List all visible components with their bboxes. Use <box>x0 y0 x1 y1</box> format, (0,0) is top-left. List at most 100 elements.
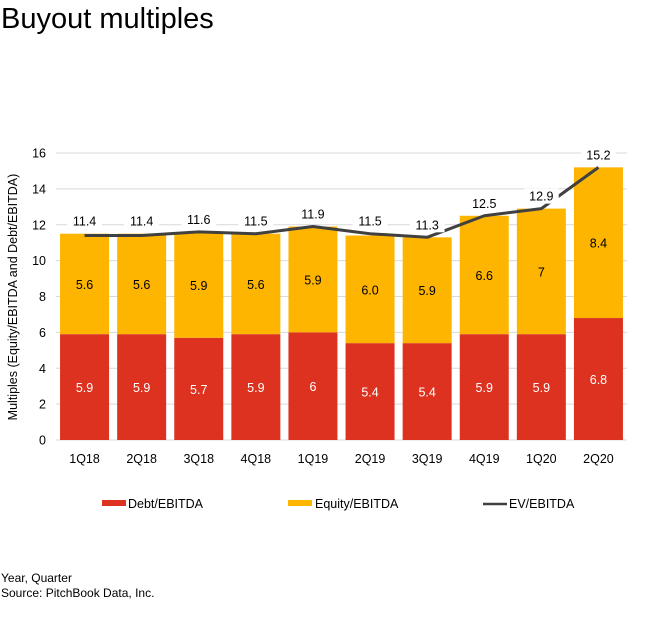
y-tick-label: 12 <box>32 218 46 232</box>
bar-debt-3Q19 <box>402 343 452 440</box>
data-label-ev: 11.5 <box>244 215 267 229</box>
x-tick-label: 4Q19 <box>469 452 500 466</box>
bar-equity-3Q19 <box>402 237 452 344</box>
data-label-ev-bg <box>581 147 616 163</box>
y-tick-label: 16 <box>32 147 46 161</box>
legend: Debt/EBITDA Equity/EBITDA EV/EBITDA <box>102 497 575 511</box>
data-label-ev-bg <box>523 188 559 204</box>
data-label-ev: 11.4 <box>130 215 153 229</box>
y-tick-label: 14 <box>32 182 46 196</box>
data-label-equity: 5.6 <box>76 278 93 292</box>
data-label-ev-bg <box>295 206 331 222</box>
bar-debt-1Q20 <box>516 334 566 440</box>
chart-footer: Year, Quarter Source: PitchBook Data, In… <box>1 571 154 601</box>
x-tick-label: 2Q20 <box>583 452 614 466</box>
data-label-debt: 6 <box>309 380 316 394</box>
x-tick-label: 4Q18 <box>241 452 272 466</box>
data-label-ev: 11.9 <box>301 208 324 222</box>
x-tick-label: 3Q19 <box>412 452 443 466</box>
legend-label-debt: Debt/EBITDA <box>128 497 204 511</box>
y-axis-label: Multiples (Equity/EBITDA and Debt/EBITDA… <box>6 174 20 421</box>
bar-equity-1Q19 <box>288 226 338 333</box>
bar-debt-2Q19 <box>345 343 395 440</box>
data-label-ev: 15.2 <box>586 148 610 162</box>
data-label-ev-bg <box>181 211 217 227</box>
legend-swatch-debt <box>102 500 126 506</box>
x-tick-label: 1Q20 <box>526 452 557 466</box>
data-label-equity: 6.0 <box>361 283 378 297</box>
x-tick-label: 2Q19 <box>355 452 386 466</box>
data-label-debt: 5.9 <box>533 381 550 395</box>
data-label-debt: 5.7 <box>190 383 207 397</box>
data-label-ev: 11.3 <box>415 218 438 232</box>
data-label-debt: 5.4 <box>361 386 378 400</box>
footer-note: Year, Quarter <box>1 571 72 585</box>
data-label-ev-bg <box>466 195 502 211</box>
x-tick-label: 2Q18 <box>126 452 157 466</box>
data-label-ev-bg <box>352 213 388 229</box>
data-label-ev: 12.9 <box>529 190 553 204</box>
bar-equity-4Q18 <box>231 233 281 335</box>
bar-equity-1Q18 <box>60 233 110 335</box>
data-label-equity: 7 <box>538 265 545 279</box>
data-label-debt: 5.9 <box>476 381 493 395</box>
data-label-debt: 5.9 <box>247 381 264 395</box>
x-tick-label: 3Q18 <box>183 452 214 466</box>
ev-ebitda-line <box>84 166 600 239</box>
data-label-ev-bg <box>67 213 102 229</box>
bar-debt-2Q18 <box>117 334 167 440</box>
data-labels: 5.9 5.6 5.9 5.6 5.7 5.9 5.9 5.6 6 5.9 5.4 6.0 5.4 5.9… <box>67 147 616 400</box>
data-label-debt: 5.9 <box>76 381 93 395</box>
data-label-ev-bg <box>124 213 160 229</box>
bar-equity-1Q20 <box>516 208 566 335</box>
data-label-equity: 5.6 <box>133 278 150 292</box>
legend-item-ev[interactable]: EV/EBITDA <box>483 497 575 511</box>
data-label-debt: 5.4 <box>418 386 435 400</box>
bar-debt-4Q19 <box>459 334 509 440</box>
data-label-ev: 11.4 <box>73 215 96 229</box>
bar-equity-2Q19 <box>345 235 395 344</box>
bar-equity-2Q18 <box>117 233 167 335</box>
y-tick-label: 2 <box>39 398 46 412</box>
data-label-ev-bg <box>409 217 445 233</box>
legend-item-equity[interactable]: Equity/EBITDA <box>288 497 399 511</box>
data-label-debt: 6.8 <box>590 373 607 387</box>
x-tick-label: 1Q19 <box>298 452 329 466</box>
legend-label-equity: Equity/EBITDA <box>315 497 399 511</box>
bar-debt-4Q18 <box>231 334 281 440</box>
data-label-equity: 8.4 <box>590 237 607 251</box>
ev-line <box>84 166 600 239</box>
data-label-equity: 5.9 <box>304 273 321 287</box>
y-tick-label: 8 <box>39 290 46 304</box>
y-tick-label: 6 <box>39 326 46 340</box>
x-tick-label: 1Q18 <box>69 452 100 466</box>
chart-title: Buyout multiples <box>1 3 214 35</box>
bar-debt-3Q18 <box>174 337 224 440</box>
data-label-ev: 11.6 <box>187 213 210 227</box>
bar-equity-4Q19 <box>459 215 509 335</box>
legend-item-debt[interactable]: Debt/EBITDA <box>102 497 204 511</box>
data-label-ev: 12.5 <box>472 197 496 211</box>
y-axis-ticks: 0 2 4 6 8 10 12 14 16 <box>32 147 46 448</box>
bar-debt-1Q18 <box>60 334 110 440</box>
bars <box>60 167 623 440</box>
y-tick-label: 4 <box>39 362 46 376</box>
x-axis-ticks: 1Q18 2Q18 3Q18 4Q18 1Q19 2Q19 3Q19 4Q19 1Q20 2Q20 <box>69 452 614 466</box>
data-label-ev: 11.5 <box>358 215 381 229</box>
data-label-equity: 5.6 <box>247 278 264 292</box>
y-tick-label: 0 <box>39 434 46 448</box>
data-label-debt: 5.9 <box>133 381 150 395</box>
data-label-equity: 5.9 <box>190 279 207 293</box>
legend-swatch-equity <box>288 500 312 506</box>
y-tick-label: 10 <box>32 254 46 268</box>
bar-equity-2Q20 <box>573 167 623 319</box>
footer-source: Source: PitchBook Data, Inc. <box>1 586 155 600</box>
data-label-ev-bg <box>238 213 274 229</box>
data-label-equity: 6.6 <box>476 269 493 283</box>
bar-debt-2Q20 <box>573 318 623 440</box>
bar-equity-3Q18 <box>174 231 224 338</box>
data-label-equity: 5.9 <box>418 284 435 298</box>
bar-debt-1Q19 <box>288 332 338 440</box>
legend-label-ev: EV/EBITDA <box>509 497 575 511</box>
